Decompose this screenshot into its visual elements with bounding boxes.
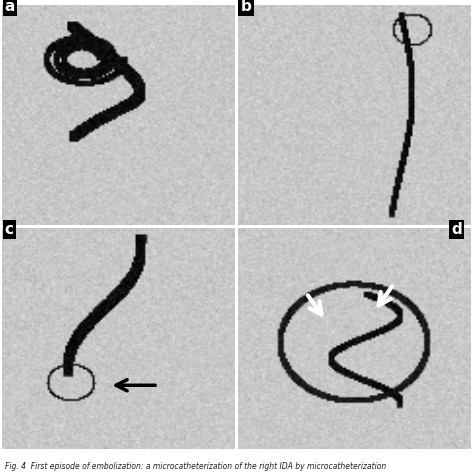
Text: d: d [452, 222, 462, 238]
Text: a: a [5, 0, 15, 14]
Text: Fig. 4  First episode of embolization: a microcatheterization of the right IDA b: Fig. 4 First episode of embolization: a … [5, 462, 386, 471]
Text: b: b [240, 0, 251, 14]
Text: c: c [5, 222, 14, 238]
